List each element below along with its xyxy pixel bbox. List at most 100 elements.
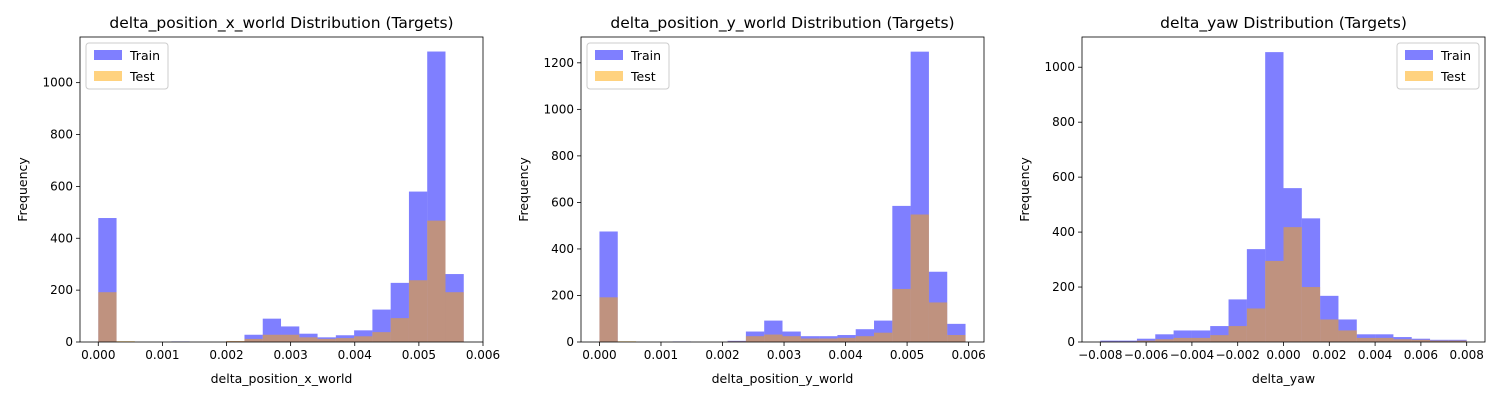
- y-tick-label: 400: [50, 231, 73, 245]
- x-tick-label: 0.006: [951, 348, 985, 362]
- x-tick-label: 0.004: [1358, 348, 1392, 362]
- histogram-bar: [1191, 337, 1211, 342]
- legend: Train Test: [1396, 42, 1480, 90]
- x-tick-label: −0.002: [1215, 348, 1259, 362]
- histogram-bar: [800, 338, 820, 342]
- y-tick-label: 200: [50, 283, 73, 297]
- histogram-bar: [764, 334, 783, 342]
- x-axis-label: delta_position_y_world: [712, 371, 854, 386]
- chart-panel-1: 0.000 0.001 0.002 0.003 0.004 0.005 0.006 0 200 4…: [15, 14, 500, 386]
- histogram-bar: [1228, 326, 1247, 342]
- x-tick-label: −0.006: [1124, 348, 1168, 362]
- histogram-bar: [299, 337, 318, 342]
- histogram-bar: [928, 302, 948, 342]
- histogram-bar: [244, 334, 263, 342]
- histogram-bar: [244, 338, 263, 342]
- histogram-bar: [445, 292, 464, 342]
- legend-label-test: Test: [129, 69, 155, 84]
- histogram-bar: [1430, 340, 1449, 342]
- histogram-bar: [745, 336, 765, 342]
- histogram-bar: [427, 220, 446, 342]
- y-tick-label: 200: [551, 288, 574, 302]
- histogram-bar: [1338, 330, 1357, 342]
- x-tick-label: 0.003: [767, 348, 801, 362]
- histogram-bar: [1136, 340, 1156, 342]
- histogram-bar: [1375, 337, 1394, 342]
- y-tick-label: 200: [1052, 280, 1075, 294]
- histogram-bar: [335, 338, 355, 342]
- histogram-bar: [874, 332, 893, 342]
- y-tick-label: 600: [50, 179, 73, 193]
- chart-title: delta_position_x_world Distribution (Tar…: [109, 14, 453, 33]
- legend-swatch-train: [595, 50, 623, 60]
- legend-swatch-test: [1405, 71, 1433, 81]
- histogram-bar: [1118, 340, 1137, 342]
- histogram-bar: [354, 330, 373, 342]
- histogram-bar: [1265, 260, 1284, 342]
- histogram-bar: [1173, 337, 1192, 342]
- y-tick-label: 800: [1052, 115, 1075, 129]
- chart-panel-3: −0.008 −0.006 −0.004 −0.002 0.000 0.002 0.004 0…: [1017, 14, 1486, 386]
- histogram-bar: [947, 335, 966, 342]
- y-tick-label: 0: [65, 335, 73, 349]
- histogram-bar: [1191, 330, 1211, 342]
- x-tick-label: −0.008: [1078, 348, 1122, 362]
- x-tick-label: 0.002: [705, 348, 739, 362]
- histogram-bar: [892, 288, 911, 342]
- histogram-bar: [317, 338, 336, 342]
- histogram-bar: [1173, 330, 1192, 342]
- y-axis-label: Frequency: [15, 157, 30, 222]
- x-tick-label: 0.006: [1404, 348, 1438, 362]
- x-tick-label: 0.003: [273, 348, 307, 362]
- histogram-bar: [1155, 339, 1174, 342]
- y-tick-label: 1200: [543, 56, 574, 70]
- axes-frame: [79, 36, 484, 343]
- histogram-bar: [408, 280, 428, 342]
- histogram-bar: [782, 336, 801, 342]
- x-tick-label: 0.000: [81, 348, 115, 362]
- x-tick-label: 0.004: [338, 348, 372, 362]
- legend-swatch-test: [94, 71, 122, 81]
- histogram-bar: [262, 334, 282, 342]
- y-tick-label: 1000: [1044, 60, 1075, 74]
- histogram-bar: [1301, 287, 1321, 342]
- x-tick-label: 0.005: [402, 348, 436, 362]
- histogram-bar: [390, 318, 409, 342]
- legend-label-test: Test: [1440, 69, 1466, 84]
- histogram-bar: [372, 332, 391, 342]
- x-tick-label: 0.005: [890, 348, 924, 362]
- legend-label-train: Train: [630, 48, 661, 63]
- y-tick-label: 1000: [42, 76, 73, 90]
- chart-panel-2: 0.000 0.001 0.002 0.003 0.004 0.005 0.006 0 200 4…: [516, 14, 986, 386]
- histogram-bar: [1155, 334, 1174, 342]
- y-tick-label: 600: [1052, 170, 1075, 184]
- histogram-bar: [98, 292, 117, 342]
- axes-frame: [580, 36, 985, 343]
- x-tick-label: 0.000: [582, 348, 616, 362]
- x-tick-label: 0.006: [466, 348, 500, 362]
- legend-label-train: Train: [1440, 48, 1471, 63]
- x-axis-label: delta_position_x_world: [211, 371, 353, 386]
- histogram-bar: [1320, 319, 1339, 342]
- histogram-bar: [837, 337, 856, 342]
- x-tick-label: −0.004: [1170, 348, 1214, 362]
- y-tick-label: 0: [566, 335, 574, 349]
- x-tick-label: 0.002: [209, 348, 243, 362]
- x-axis-label: delta_yaw: [1252, 371, 1315, 386]
- legend-label-test: Test: [630, 69, 656, 84]
- x-tick-label: 0.004: [828, 348, 862, 362]
- histogram-bar: [226, 340, 245, 342]
- histogram-bar: [1448, 340, 1467, 342]
- histogram-bar: [1100, 340, 1119, 342]
- x-tick-label: 0.002: [1312, 348, 1346, 362]
- histogram-bar: [1283, 227, 1302, 342]
- histogram-bar: [855, 336, 875, 342]
- y-axis-label: Frequency: [1017, 157, 1032, 222]
- histogram-bar: [1411, 339, 1431, 342]
- histogram-bar: [819, 338, 838, 342]
- series-test-bars: [98, 220, 464, 342]
- legend: Train Test: [85, 42, 169, 90]
- histogram-bar: [1356, 337, 1376, 342]
- x-tick-label: 0.000: [1266, 348, 1300, 362]
